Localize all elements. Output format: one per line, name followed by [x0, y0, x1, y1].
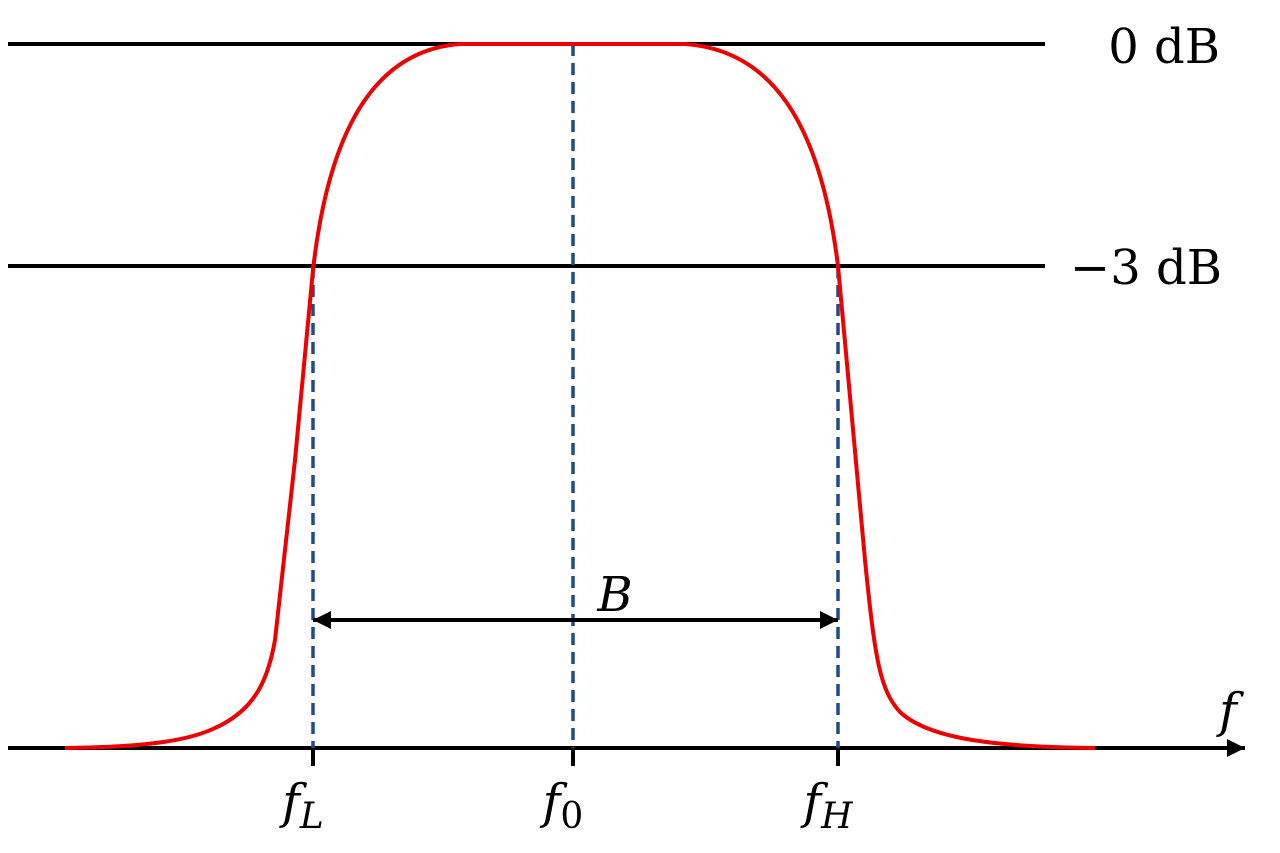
bandwidth-label: B: [596, 567, 632, 623]
axis-label: f: [1216, 683, 1244, 739]
markers: fL f0 fH: [279, 774, 853, 837]
marker-subscript: L: [299, 796, 324, 837]
guides: [311, 44, 840, 748]
response-curve: [64, 42, 1096, 750]
marker-subscript: 0: [560, 796, 583, 837]
zero-db-label: 0 dB: [1108, 19, 1220, 75]
frequency-marker: fL: [279, 774, 324, 837]
marker-subscript: H: [820, 796, 853, 837]
frequency-marker: fH: [800, 774, 853, 837]
minus3-db-label: −3 dB: [1070, 240, 1222, 296]
frequency-marker: f0: [540, 774, 584, 837]
